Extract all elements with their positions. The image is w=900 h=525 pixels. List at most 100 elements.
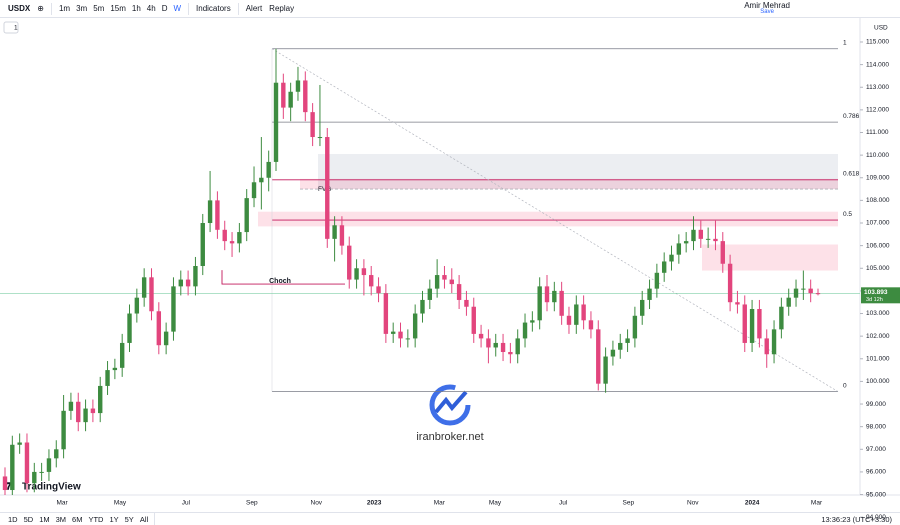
y-tick-label: 113.000 [866, 84, 889, 91]
candle-body [618, 342, 623, 350]
candle-body [39, 471, 44, 473]
candle-body [251, 182, 257, 199]
candle-body [771, 329, 777, 355]
candle-body [325, 137, 330, 239]
range[interactable]: 5D [23, 514, 34, 524]
candle-body [24, 442, 30, 484]
range[interactable]: 1Y [109, 514, 119, 524]
candle-body [705, 238, 711, 240]
candle-body [127, 313, 132, 343]
candle-body [720, 241, 725, 264]
y-tick-label: 97.000 [866, 446, 886, 453]
y-tick-label: 96.000 [866, 469, 886, 476]
candle-body [273, 82, 279, 162]
y-tick-label: 102.000 [866, 333, 890, 340]
x-tick-label: Mar [57, 500, 69, 507]
interval[interactable]: 5m [93, 4, 105, 13]
zone [318, 153, 838, 190]
x-tick-label: 2024 [745, 500, 760, 507]
candle-body [691, 229, 696, 242]
range[interactable]: YTD [88, 514, 104, 524]
fib-label: 0.5 [843, 211, 852, 218]
fvg-zone [300, 178, 838, 190]
plot: FVG 1 0.786 0.618 0.5 0 Choch [0, 39, 860, 495]
candle-body [420, 299, 425, 314]
candle-body [471, 306, 476, 334]
interval[interactable]: 4h [146, 4, 156, 13]
candle-body [742, 304, 747, 343]
candle-body [632, 315, 638, 339]
candle-body [456, 284, 462, 300]
y-tick-label: 95.000 [866, 491, 886, 498]
candle-body [808, 288, 813, 294]
pane-count: 1 [14, 25, 18, 32]
currency: USD [874, 25, 888, 32]
candle-body [76, 401, 81, 423]
candle-body [749, 308, 755, 343]
fib-label: 0 [843, 382, 847, 389]
brand-logo: 𝟕 [6, 482, 12, 493]
candle-body [46, 458, 52, 472]
interval[interactable]: 1m [58, 4, 71, 13]
y-tick-label: 100.000 [866, 378, 890, 385]
y-tick-label: 110.000 [866, 152, 889, 159]
interval[interactable]: 15m [110, 4, 126, 13]
candle-body [90, 408, 96, 414]
ranges: 1D 5D 1M 3M 6M YTD 1Y 5Y All [8, 515, 148, 524]
candle-body [134, 297, 140, 314]
interval[interactable]: W [173, 4, 182, 13]
candle-body [222, 229, 227, 242]
candle-body [786, 297, 791, 307]
indicators[interactable]: Indicators [196, 4, 231, 13]
candle-body [390, 331, 396, 334]
x-tick-label: Sep [623, 500, 635, 507]
y-tick-label: 103.000 [866, 310, 890, 317]
candle-body [398, 331, 403, 339]
save[interactable]: Save [760, 8, 774, 15]
range[interactable]: 1M [39, 514, 50, 524]
alert[interactable]: Alert [245, 4, 263, 13]
candle-body [537, 286, 542, 321]
candle-body [508, 351, 513, 355]
candle-body [215, 200, 220, 230]
candle-body [141, 277, 147, 298]
y-tick-label: 109.000 [866, 174, 890, 181]
candle-body [156, 311, 162, 346]
candle-body [185, 279, 191, 287]
candle-body [698, 229, 704, 239]
candle-body [32, 471, 37, 484]
x-tick-label: Nov [687, 500, 699, 507]
candle-body [559, 290, 564, 316]
y-tick-label: 112.000 [866, 107, 889, 114]
range[interactable]: All [139, 514, 149, 524]
interval[interactable]: 3m [76, 4, 88, 13]
candle-body [98, 385, 103, 414]
x-tick-label: Jul [182, 500, 191, 507]
candle-body [757, 308, 762, 339]
user[interactable]: Amir Mehrad Save [744, 1, 790, 16]
candle-body [654, 272, 660, 289]
candle-body [303, 80, 308, 113]
candle-body [112, 367, 118, 371]
candle-body [383, 293, 389, 334]
range[interactable]: 3M [55, 514, 67, 524]
symbol[interactable]: USDX [8, 4, 31, 13]
candle-body [376, 286, 381, 294]
candle-body [478, 333, 484, 339]
add[interactable]: ⊕ [37, 4, 44, 13]
candle-body [354, 268, 359, 280]
range[interactable]: 1D [8, 514, 18, 524]
range[interactable]: 6M [72, 514, 83, 524]
candle-body [347, 245, 352, 280]
replay[interactable]: Replay [269, 4, 295, 13]
candle-body [178, 279, 183, 287]
candle-body [412, 313, 418, 339]
x-tick-label: Jul [559, 500, 568, 507]
intervals: 1m 3m 5m 15m 1h 4h D W [59, 4, 181, 13]
y-tick-label: 98.000 [866, 423, 886, 430]
interval[interactable]: 1h [131, 4, 141, 13]
range[interactable]: 5Y [124, 514, 134, 524]
interval[interactable]: D [161, 4, 168, 13]
candle-body [427, 288, 433, 300]
